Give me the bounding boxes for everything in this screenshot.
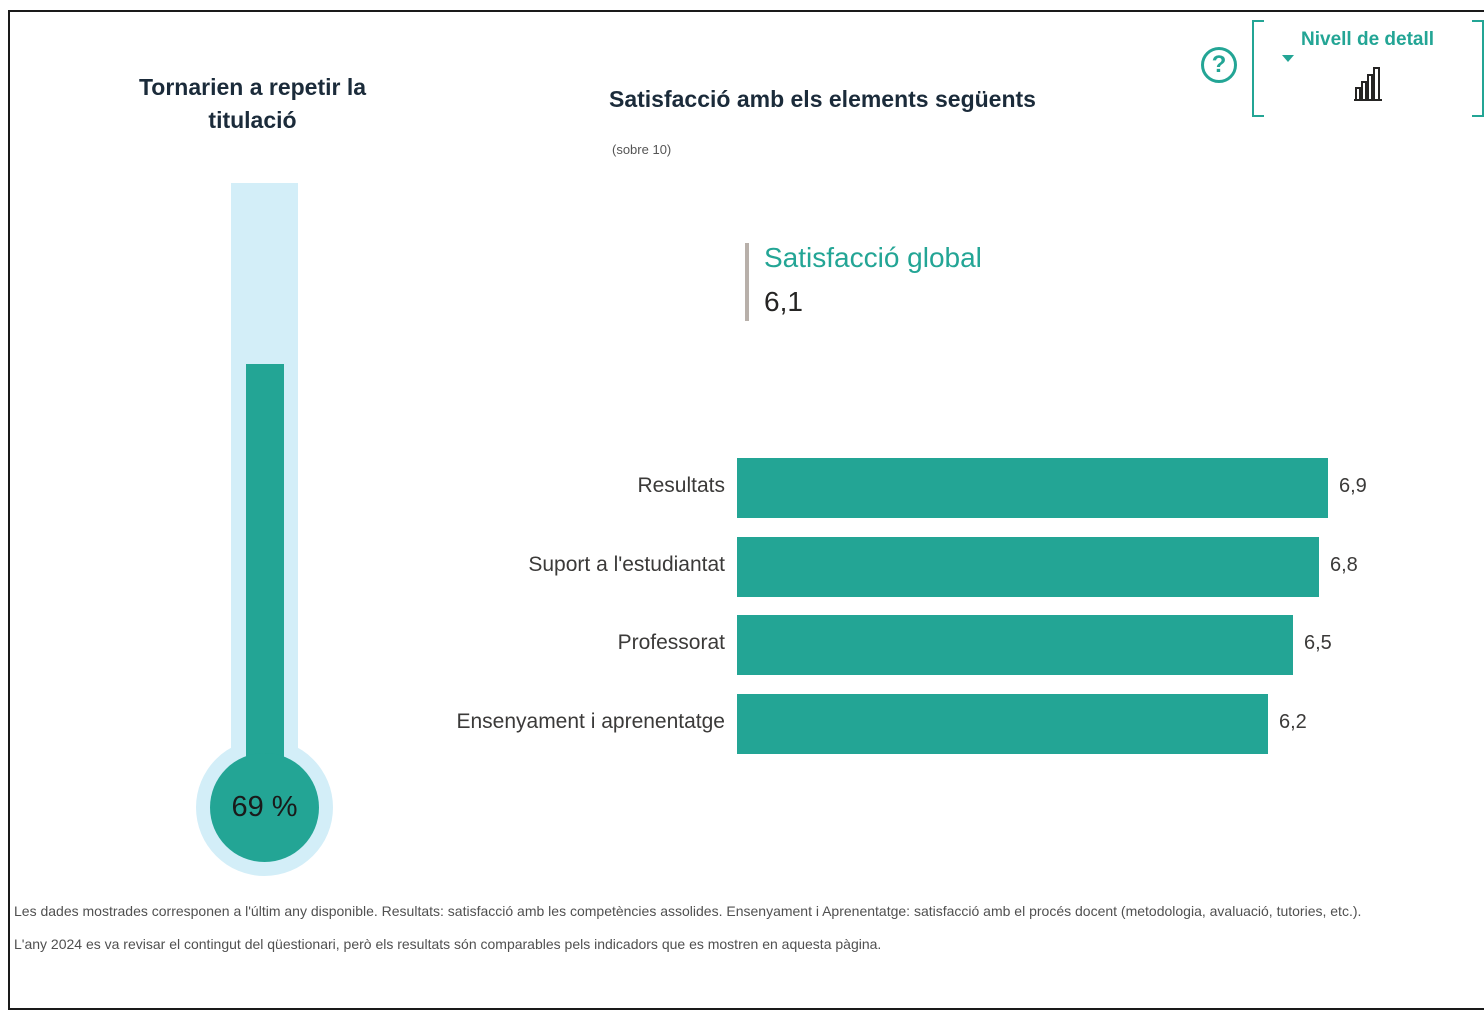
bar-value-label: 6,2 (1279, 711, 1307, 733)
thermometer-title-line2: titulació (208, 107, 297, 133)
thermometer-title-line1: Tornarien a repetir la (138, 74, 367, 100)
question-circle-icon: ? (1211, 51, 1227, 78)
thermometer-value: 69 % (231, 791, 298, 823)
thermometer-fill[interactable] (246, 364, 284, 770)
caret-down-icon[interactable] (1282, 55, 1294, 62)
kpi-value: 6,1 (764, 286, 803, 317)
bar-1[interactable] (737, 537, 1319, 597)
bar-0[interactable] (737, 458, 1328, 518)
detail-level-label[interactable]: Nivell de detall (1301, 29, 1435, 50)
chart-subtitle: (sobre 10) (612, 142, 672, 157)
bar-chart-icon[interactable] (1353, 66, 1383, 107)
footnote-line2: L'any 2024 es va revisar el contingut de… (14, 936, 882, 952)
chart-title: Satisfacció amb els elements següents (609, 86, 1036, 112)
kpi-accent-bar (745, 243, 749, 321)
detail-panel-right-bracket (1472, 20, 1484, 117)
bar-value-label: 6,9 (1339, 475, 1367, 497)
thermometer-bulb[interactable]: 69 % (210, 753, 319, 862)
bar-category-label: Ensenyament i aprenentatge (456, 710, 725, 733)
help-button[interactable]: ? (1201, 47, 1237, 83)
bar-category-label: Professorat (617, 631, 725, 654)
thermometer-title: Tornarien a repetir la titulació (120, 71, 385, 137)
detail-panel-left-bracket (1252, 20, 1264, 117)
bar-3[interactable] (737, 694, 1268, 754)
kpi-label: Satisfacció global (764, 242, 982, 273)
footnote-line1: Les dades mostrades corresponen a l'últi… (14, 903, 1362, 919)
bar-category-label: Suport a l'estudiantat (528, 553, 725, 576)
bar-chart-icon-svg (1354, 67, 1382, 101)
bar-value-label: 6,5 (1304, 632, 1332, 654)
bar-2[interactable] (737, 615, 1293, 675)
bar-category-label: Resultats (637, 474, 725, 497)
bar-value-label: 6,8 (1330, 554, 1358, 576)
